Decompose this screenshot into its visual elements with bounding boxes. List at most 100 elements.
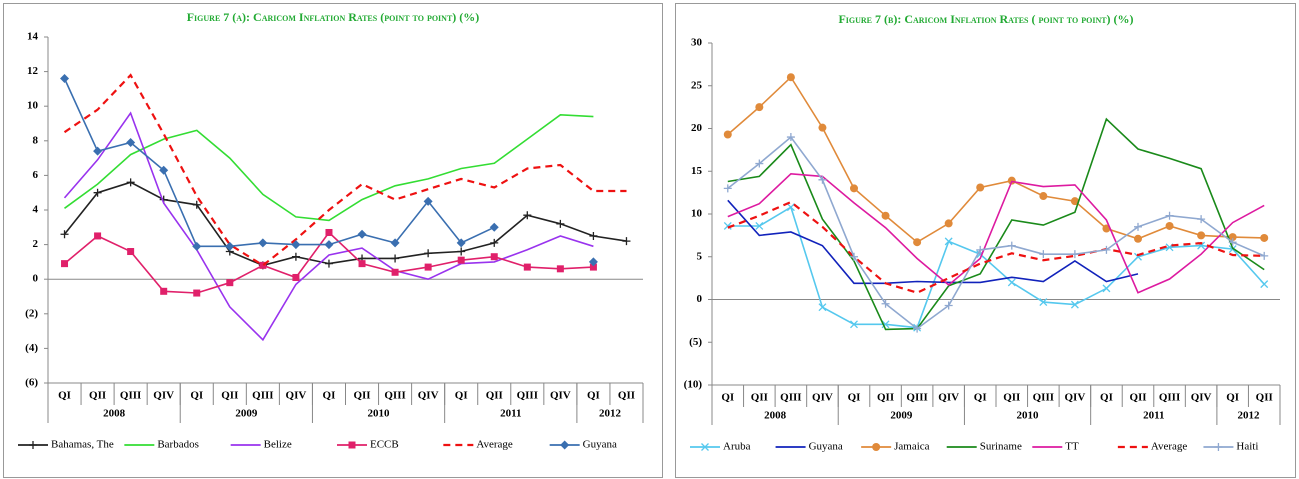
group-label: 2009: [235, 408, 258, 420]
series-line: [727, 172, 1265, 294]
data-point: [489, 222, 499, 232]
group-label: 2010: [1017, 410, 1040, 422]
data-point: [324, 240, 334, 250]
data-point: [391, 254, 400, 263]
data-point: [723, 222, 732, 230]
data-point: [357, 229, 367, 239]
x-tick-label: QI: [323, 390, 336, 402]
x-tick-label: QIII: [1159, 392, 1180, 404]
y-tick-label: 6: [33, 169, 39, 181]
x-tick-label: QIV: [1191, 392, 1212, 404]
data-point: [850, 320, 858, 329]
y-tick-label: (6): [25, 377, 38, 389]
data-point: [1260, 280, 1269, 289]
data-point: [723, 130, 732, 139]
data-point: [390, 238, 400, 248]
y-tick-label: 20: [691, 122, 703, 134]
data-point: [61, 260, 69, 268]
group-label: 2009: [890, 410, 913, 422]
data-point: [786, 203, 795, 212]
x-tick-label: QI: [455, 390, 468, 402]
data-point: [424, 263, 432, 271]
data-point: [913, 238, 922, 247]
data-point: [944, 219, 953, 228]
data-point: [192, 241, 202, 251]
series-line: [63, 181, 627, 267]
data-point: [556, 265, 564, 273]
data-point: [881, 320, 890, 329]
legend-label: Average: [1151, 441, 1188, 453]
data-point: [93, 146, 103, 156]
x-tick-label: QIII: [252, 390, 273, 402]
data-point: [976, 183, 985, 192]
group-label: 2011: [1143, 410, 1164, 422]
x-tick-label: QII: [1129, 392, 1146, 404]
data-point: [589, 231, 598, 240]
x-tick-label: QIV: [812, 392, 833, 404]
data-point: [126, 138, 136, 148]
x-tick-label: QII: [486, 390, 503, 402]
data-point: [160, 287, 168, 295]
x-tick-label: QIII: [780, 392, 801, 404]
y-tick-label: 15: [691, 165, 703, 177]
x-tick-label: QII: [618, 390, 635, 402]
y-tick-label: 10: [27, 100, 39, 112]
chart-title: Figure 7 (b): Caricom Inflation Rates ( …: [838, 12, 1133, 26]
group-label: 2008: [103, 408, 126, 420]
series-line: [727, 199, 1139, 285]
data-point: [1165, 221, 1174, 230]
data-point: [424, 249, 433, 258]
x-tick-label: QII: [89, 390, 106, 402]
data-point: [523, 211, 532, 220]
data-point: [1070, 250, 1079, 259]
data-point: [1260, 233, 1269, 242]
legend-marker: [701, 443, 709, 451]
legend-label: Suriname: [980, 441, 1022, 453]
data-point: [1134, 234, 1142, 243]
data-point: [324, 259, 333, 268]
y-tick-label: (4): [25, 342, 38, 354]
legend-label: Haiti: [1236, 441, 1258, 453]
data-point: [786, 73, 795, 82]
x-tick-label: QII: [1003, 392, 1020, 404]
y-tick-label: 0: [33, 273, 39, 285]
legend-label: Jamaica: [894, 441, 930, 453]
x-tick-label: QI: [190, 390, 203, 402]
group-label: 2008: [764, 410, 787, 422]
data-point: [126, 178, 135, 187]
data-point: [913, 324, 922, 333]
data-point: [1007, 241, 1016, 250]
data-point: [226, 279, 234, 287]
data-point: [159, 165, 169, 175]
data-point: [93, 188, 102, 197]
series-line: [63, 73, 627, 267]
data-point: [490, 238, 499, 247]
group-label: 2012: [1237, 410, 1260, 422]
x-tick-label: QII: [1256, 392, 1273, 404]
y-tick-label: 25: [691, 79, 703, 91]
legend-marker: [29, 441, 37, 449]
series-line: [727, 200, 1265, 294]
data-point: [94, 232, 102, 240]
data-point: [1070, 197, 1079, 206]
series-line: [63, 111, 594, 342]
data-point: [60, 230, 69, 239]
data-point: [622, 237, 631, 246]
group-label: 2012: [599, 408, 622, 420]
y-tick-label: (2): [25, 307, 38, 319]
x-tick-label: QII: [751, 392, 768, 404]
y-tick-label: 12: [27, 65, 39, 77]
data-point: [755, 103, 764, 112]
series-line: [727, 75, 1265, 244]
data-point: [1039, 298, 1048, 307]
group-label: 2010: [368, 408, 391, 420]
y-tick-label: (10): [684, 379, 703, 391]
data-point: [1165, 211, 1174, 220]
data-point: [127, 248, 135, 256]
x-tick-label: QI: [58, 390, 71, 402]
x-tick-label: QIII: [120, 390, 141, 402]
group-label: 2011: [500, 408, 521, 420]
legend-label: Aruba: [723, 441, 751, 453]
y-tick-label: 4: [33, 204, 39, 216]
